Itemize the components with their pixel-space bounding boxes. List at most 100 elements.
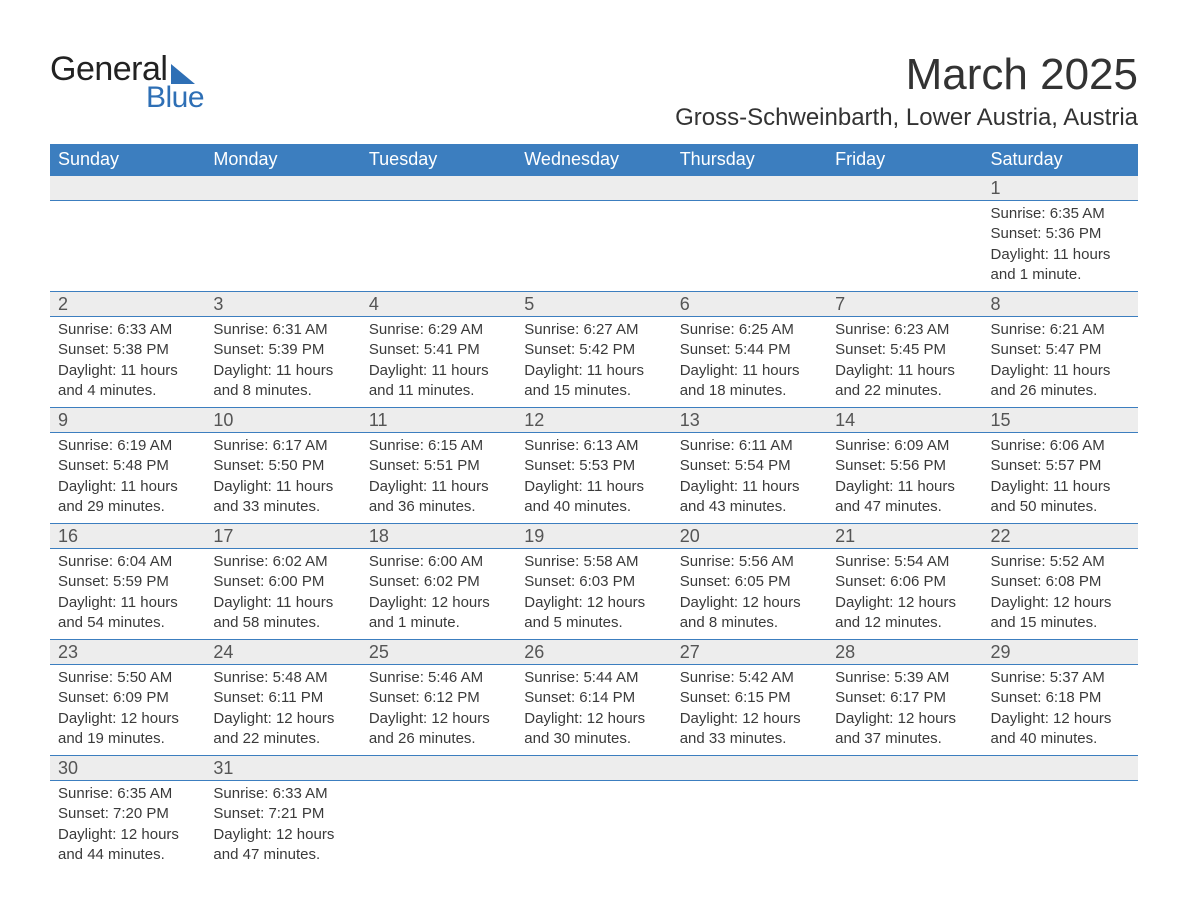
daylight-line-1: Daylight: 11 hours (835, 361, 974, 381)
calendar-cell: 12Sunrise: 6:13 AMSunset: 5:53 PMDayligh… (516, 407, 671, 523)
empty-pad (205, 201, 360, 281)
sunset-line: Sunset: 5:53 PM (524, 456, 663, 476)
calendar-cell (672, 175, 827, 291)
sunrise-line: Sunrise: 6:04 AM (58, 552, 197, 572)
dayname-mon: Monday (205, 144, 360, 175)
day-number-bar (672, 755, 827, 781)
sunrise-line: Sunrise: 6:13 AM (524, 436, 663, 456)
day-body: Sunrise: 6:33 AMSunset: 7:21 PMDaylight:… (205, 781, 360, 871)
daylight-line-1: Daylight: 12 hours (835, 593, 974, 613)
day-number-bar: 21 (827, 523, 982, 549)
daylight-line-1: Daylight: 11 hours (369, 477, 508, 497)
sunset-line: Sunset: 6:18 PM (991, 688, 1130, 708)
day-body: Sunrise: 5:50 AMSunset: 6:09 PMDaylight:… (50, 665, 205, 755)
day-body: Sunrise: 6:25 AMSunset: 5:44 PMDaylight:… (672, 317, 827, 407)
daylight-line-1: Daylight: 11 hours (213, 593, 352, 613)
day-number-bar: 28 (827, 639, 982, 665)
day-number-bar: 4 (361, 291, 516, 317)
daylight-line-2: and 33 minutes. (680, 729, 819, 749)
sunrise-line: Sunrise: 5:39 AM (835, 668, 974, 688)
day-number-bar (827, 755, 982, 781)
day-body: Sunrise: 6:06 AMSunset: 5:57 PMDaylight:… (983, 433, 1138, 523)
daylight-line-1: Daylight: 11 hours (369, 361, 508, 381)
day-body: Sunrise: 6:33 AMSunset: 5:38 PMDaylight:… (50, 317, 205, 407)
day-number-bar (361, 175, 516, 201)
calendar-cell: 1Sunrise: 6:35 AMSunset: 5:36 PMDaylight… (983, 175, 1138, 291)
day-body: Sunrise: 5:54 AMSunset: 6:06 PMDaylight:… (827, 549, 982, 639)
calendar-cell: 7Sunrise: 6:23 AMSunset: 5:45 PMDaylight… (827, 291, 982, 407)
sunset-line: Sunset: 5:38 PM (58, 340, 197, 360)
sunrise-line: Sunrise: 6:11 AM (680, 436, 819, 456)
calendar-cell (50, 175, 205, 291)
daylight-line-1: Daylight: 11 hours (213, 361, 352, 381)
sunset-line: Sunset: 6:15 PM (680, 688, 819, 708)
day-number-bar: 11 (361, 407, 516, 433)
daylight-line-2: and 47 minutes. (213, 845, 352, 865)
calendar-cell (516, 175, 671, 291)
sunrise-line: Sunrise: 5:54 AM (835, 552, 974, 572)
sunset-line: Sunset: 5:36 PM (991, 224, 1130, 244)
sunset-line: Sunset: 5:39 PM (213, 340, 352, 360)
day-body: Sunrise: 5:52 AMSunset: 6:08 PMDaylight:… (983, 549, 1138, 639)
calendar-cell: 15Sunrise: 6:06 AMSunset: 5:57 PMDayligh… (983, 407, 1138, 523)
daylight-line-2: and 40 minutes. (524, 497, 663, 517)
calendar-body: 1Sunrise: 6:35 AMSunset: 5:36 PMDaylight… (50, 175, 1138, 871)
daylight-line-1: Daylight: 11 hours (680, 361, 819, 381)
daylight-line-2: and 33 minutes. (213, 497, 352, 517)
day-body: Sunrise: 6:27 AMSunset: 5:42 PMDaylight:… (516, 317, 671, 407)
calendar-cell: 29Sunrise: 5:37 AMSunset: 6:18 PMDayligh… (983, 639, 1138, 755)
daylight-line-1: Daylight: 11 hours (213, 477, 352, 497)
daylight-line-1: Daylight: 12 hours (369, 593, 508, 613)
sunset-line: Sunset: 6:00 PM (213, 572, 352, 592)
day-number-bar: 17 (205, 523, 360, 549)
calendar-cell (516, 755, 671, 871)
day-number-bar: 23 (50, 639, 205, 665)
day-body: Sunrise: 5:58 AMSunset: 6:03 PMDaylight:… (516, 549, 671, 639)
dayname-sun: Sunday (50, 144, 205, 175)
calendar-cell (205, 175, 360, 291)
day-number-bar: 12 (516, 407, 671, 433)
calendar-week: 23Sunrise: 5:50 AMSunset: 6:09 PMDayligh… (50, 639, 1138, 755)
calendar-cell: 23Sunrise: 5:50 AMSunset: 6:09 PMDayligh… (50, 639, 205, 755)
sunrise-line: Sunrise: 6:31 AM (213, 320, 352, 340)
sunset-line: Sunset: 6:08 PM (991, 572, 1130, 592)
month-title: March 2025 (675, 50, 1138, 100)
day-number-bar: 16 (50, 523, 205, 549)
day-body: Sunrise: 5:44 AMSunset: 6:14 PMDaylight:… (516, 665, 671, 755)
logo-text-blue: Blue (146, 81, 204, 115)
day-body: Sunrise: 6:21 AMSunset: 5:47 PMDaylight:… (983, 317, 1138, 407)
calendar-cell: 31Sunrise: 6:33 AMSunset: 7:21 PMDayligh… (205, 755, 360, 871)
daylight-line-2: and 36 minutes. (369, 497, 508, 517)
sunset-line: Sunset: 7:20 PM (58, 804, 197, 824)
logo: General Blue (50, 50, 204, 115)
calendar-cell: 2Sunrise: 6:33 AMSunset: 5:38 PMDaylight… (50, 291, 205, 407)
calendar-cell: 25Sunrise: 5:46 AMSunset: 6:12 PMDayligh… (361, 639, 516, 755)
sunset-line: Sunset: 6:11 PM (213, 688, 352, 708)
sunset-line: Sunset: 5:41 PM (369, 340, 508, 360)
daylight-line-1: Daylight: 12 hours (213, 709, 352, 729)
day-number-bar: 19 (516, 523, 671, 549)
sunset-line: Sunset: 5:54 PM (680, 456, 819, 476)
day-number-bar (516, 175, 671, 201)
daylight-line-2: and 58 minutes. (213, 613, 352, 633)
daylight-line-1: Daylight: 12 hours (369, 709, 508, 729)
daylight-line-2: and 22 minutes. (213, 729, 352, 749)
sunrise-line: Sunrise: 6:00 AM (369, 552, 508, 572)
daylight-line-2: and 1 minute. (991, 265, 1130, 285)
day-body: Sunrise: 5:37 AMSunset: 6:18 PMDaylight:… (983, 665, 1138, 755)
empty-pad (516, 201, 671, 281)
sunrise-line: Sunrise: 6:33 AM (213, 784, 352, 804)
daylight-line-1: Daylight: 12 hours (524, 593, 663, 613)
daylight-line-1: Daylight: 11 hours (680, 477, 819, 497)
sunrise-line: Sunrise: 5:48 AM (213, 668, 352, 688)
daylight-line-2: and 43 minutes. (680, 497, 819, 517)
day-number-bar: 29 (983, 639, 1138, 665)
day-body: Sunrise: 6:23 AMSunset: 5:45 PMDaylight:… (827, 317, 982, 407)
day-number-bar (672, 175, 827, 201)
dayname-thu: Thursday (672, 144, 827, 175)
sunrise-line: Sunrise: 5:56 AM (680, 552, 819, 572)
daylight-line-2: and 26 minutes. (991, 381, 1130, 401)
sunset-line: Sunset: 5:56 PM (835, 456, 974, 476)
daylight-line-1: Daylight: 12 hours (213, 825, 352, 845)
calendar-cell: 17Sunrise: 6:02 AMSunset: 6:00 PMDayligh… (205, 523, 360, 639)
